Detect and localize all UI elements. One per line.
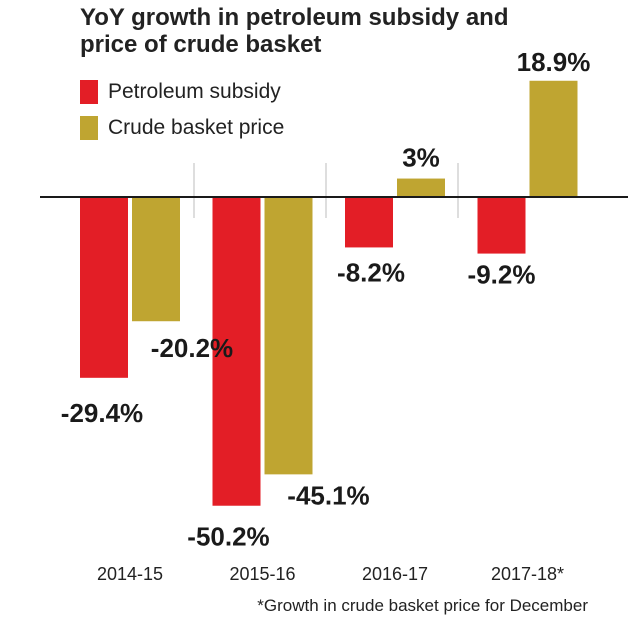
data-label-petroleum-subsidy-2017-18: -9.2% [468,260,536,290]
data-label-crude-basket-price-2015-16: -45.1% [287,480,369,510]
bar-petroleum-subsidy-2015-16 [212,197,261,506]
category-label-2014-15: 2014-15 [97,564,163,584]
category-label-2015-16: 2015-16 [229,564,295,584]
data-label-petroleum-subsidy-2015-16: -50.2% [187,522,269,552]
bar-crude-basket-price-2015-16 [264,197,313,475]
legend-label-petroleum-subsidy: Petroleum subsidy [108,80,281,103]
data-label-petroleum-subsidy-2014-15: -29.4% [61,398,143,428]
chart-title: YoY growth in petroleum subsidy and pric… [80,4,509,58]
category-label-2017-18: 2017-18* [491,564,564,584]
legend-swatch-crude-basket-price [80,116,98,140]
bar-petroleum-subsidy-2017-18 [477,197,526,254]
legend-label-crude-basket-price: Crude basket price [108,116,285,139]
category-label-2016-17: 2016-17 [362,564,428,584]
data-label-petroleum-subsidy-2016-17: -8.2% [337,257,405,287]
data-label-crude-basket-price-2017-18: 18.9% [517,47,591,77]
legend-swatch-petroleum-subsidy [80,80,98,104]
footnote: *Growth in crude basket price for Decemb… [257,596,588,615]
bar-crude-basket-price-2014-15 [132,197,180,322]
legend-item-crude-basket-price: Crude basket price [80,110,284,146]
bar-crude-basket-price-2016-17 [397,178,445,197]
data-label-crude-basket-price-2016-17: 3% [402,143,440,173]
bar-petroleum-subsidy-2016-17 [345,197,393,248]
bar-petroleum-subsidy-2014-15 [80,197,128,378]
bar-crude-basket-price-2017-18 [529,80,578,197]
legend-item-petroleum-subsidy: Petroleum subsidy [80,74,284,110]
data-label-crude-basket-price-2014-15: -20.2% [151,333,233,363]
legend: Petroleum subsidy Crude basket price [80,74,284,146]
